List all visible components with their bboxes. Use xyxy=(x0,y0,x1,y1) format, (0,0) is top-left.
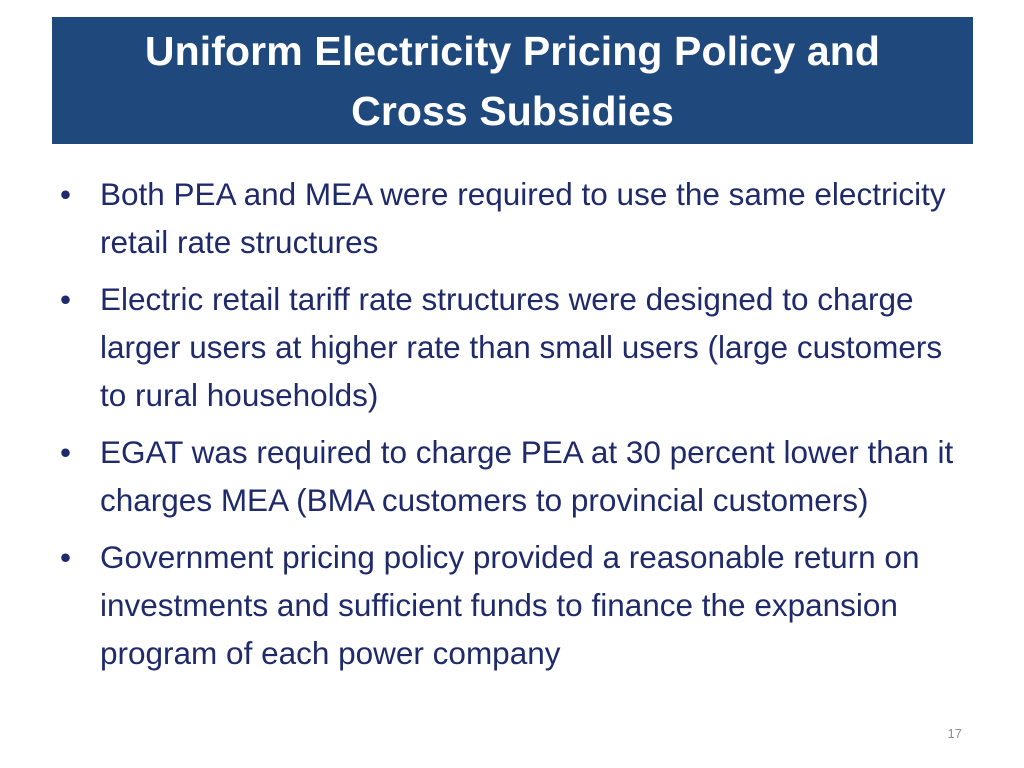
bullet-text: EGAT was required to charge PEA at 30 pe… xyxy=(100,434,954,518)
bullet-item: • Government pricing policy provided a r… xyxy=(60,533,970,677)
bullet-dot-icon: • xyxy=(60,434,72,470)
bullet-list: • Both PEA and MEA were required to use … xyxy=(60,170,970,686)
bullet-text: Government pricing policy provided a rea… xyxy=(100,539,920,671)
bullet-dot-icon: • xyxy=(60,539,72,575)
slide-title: Uniform Electricity Pricing Policy and C… xyxy=(144,27,881,134)
bullet-dot-icon: • xyxy=(60,176,72,212)
title-banner: Uniform Electricity Pricing Policy and C… xyxy=(52,17,973,144)
bullet-dot-icon: • xyxy=(60,281,72,317)
bullet-item: • EGAT was required to charge PEA at 30 … xyxy=(60,428,970,524)
bullet-text: Both PEA and MEA were required to use th… xyxy=(100,176,946,260)
bullet-item: • Electric retail tariff rate structures… xyxy=(60,275,970,419)
page-number: 17 xyxy=(947,726,962,741)
bullet-item: • Both PEA and MEA were required to use … xyxy=(60,170,970,266)
bullet-text: Electric retail tariff rate structures w… xyxy=(100,281,943,413)
